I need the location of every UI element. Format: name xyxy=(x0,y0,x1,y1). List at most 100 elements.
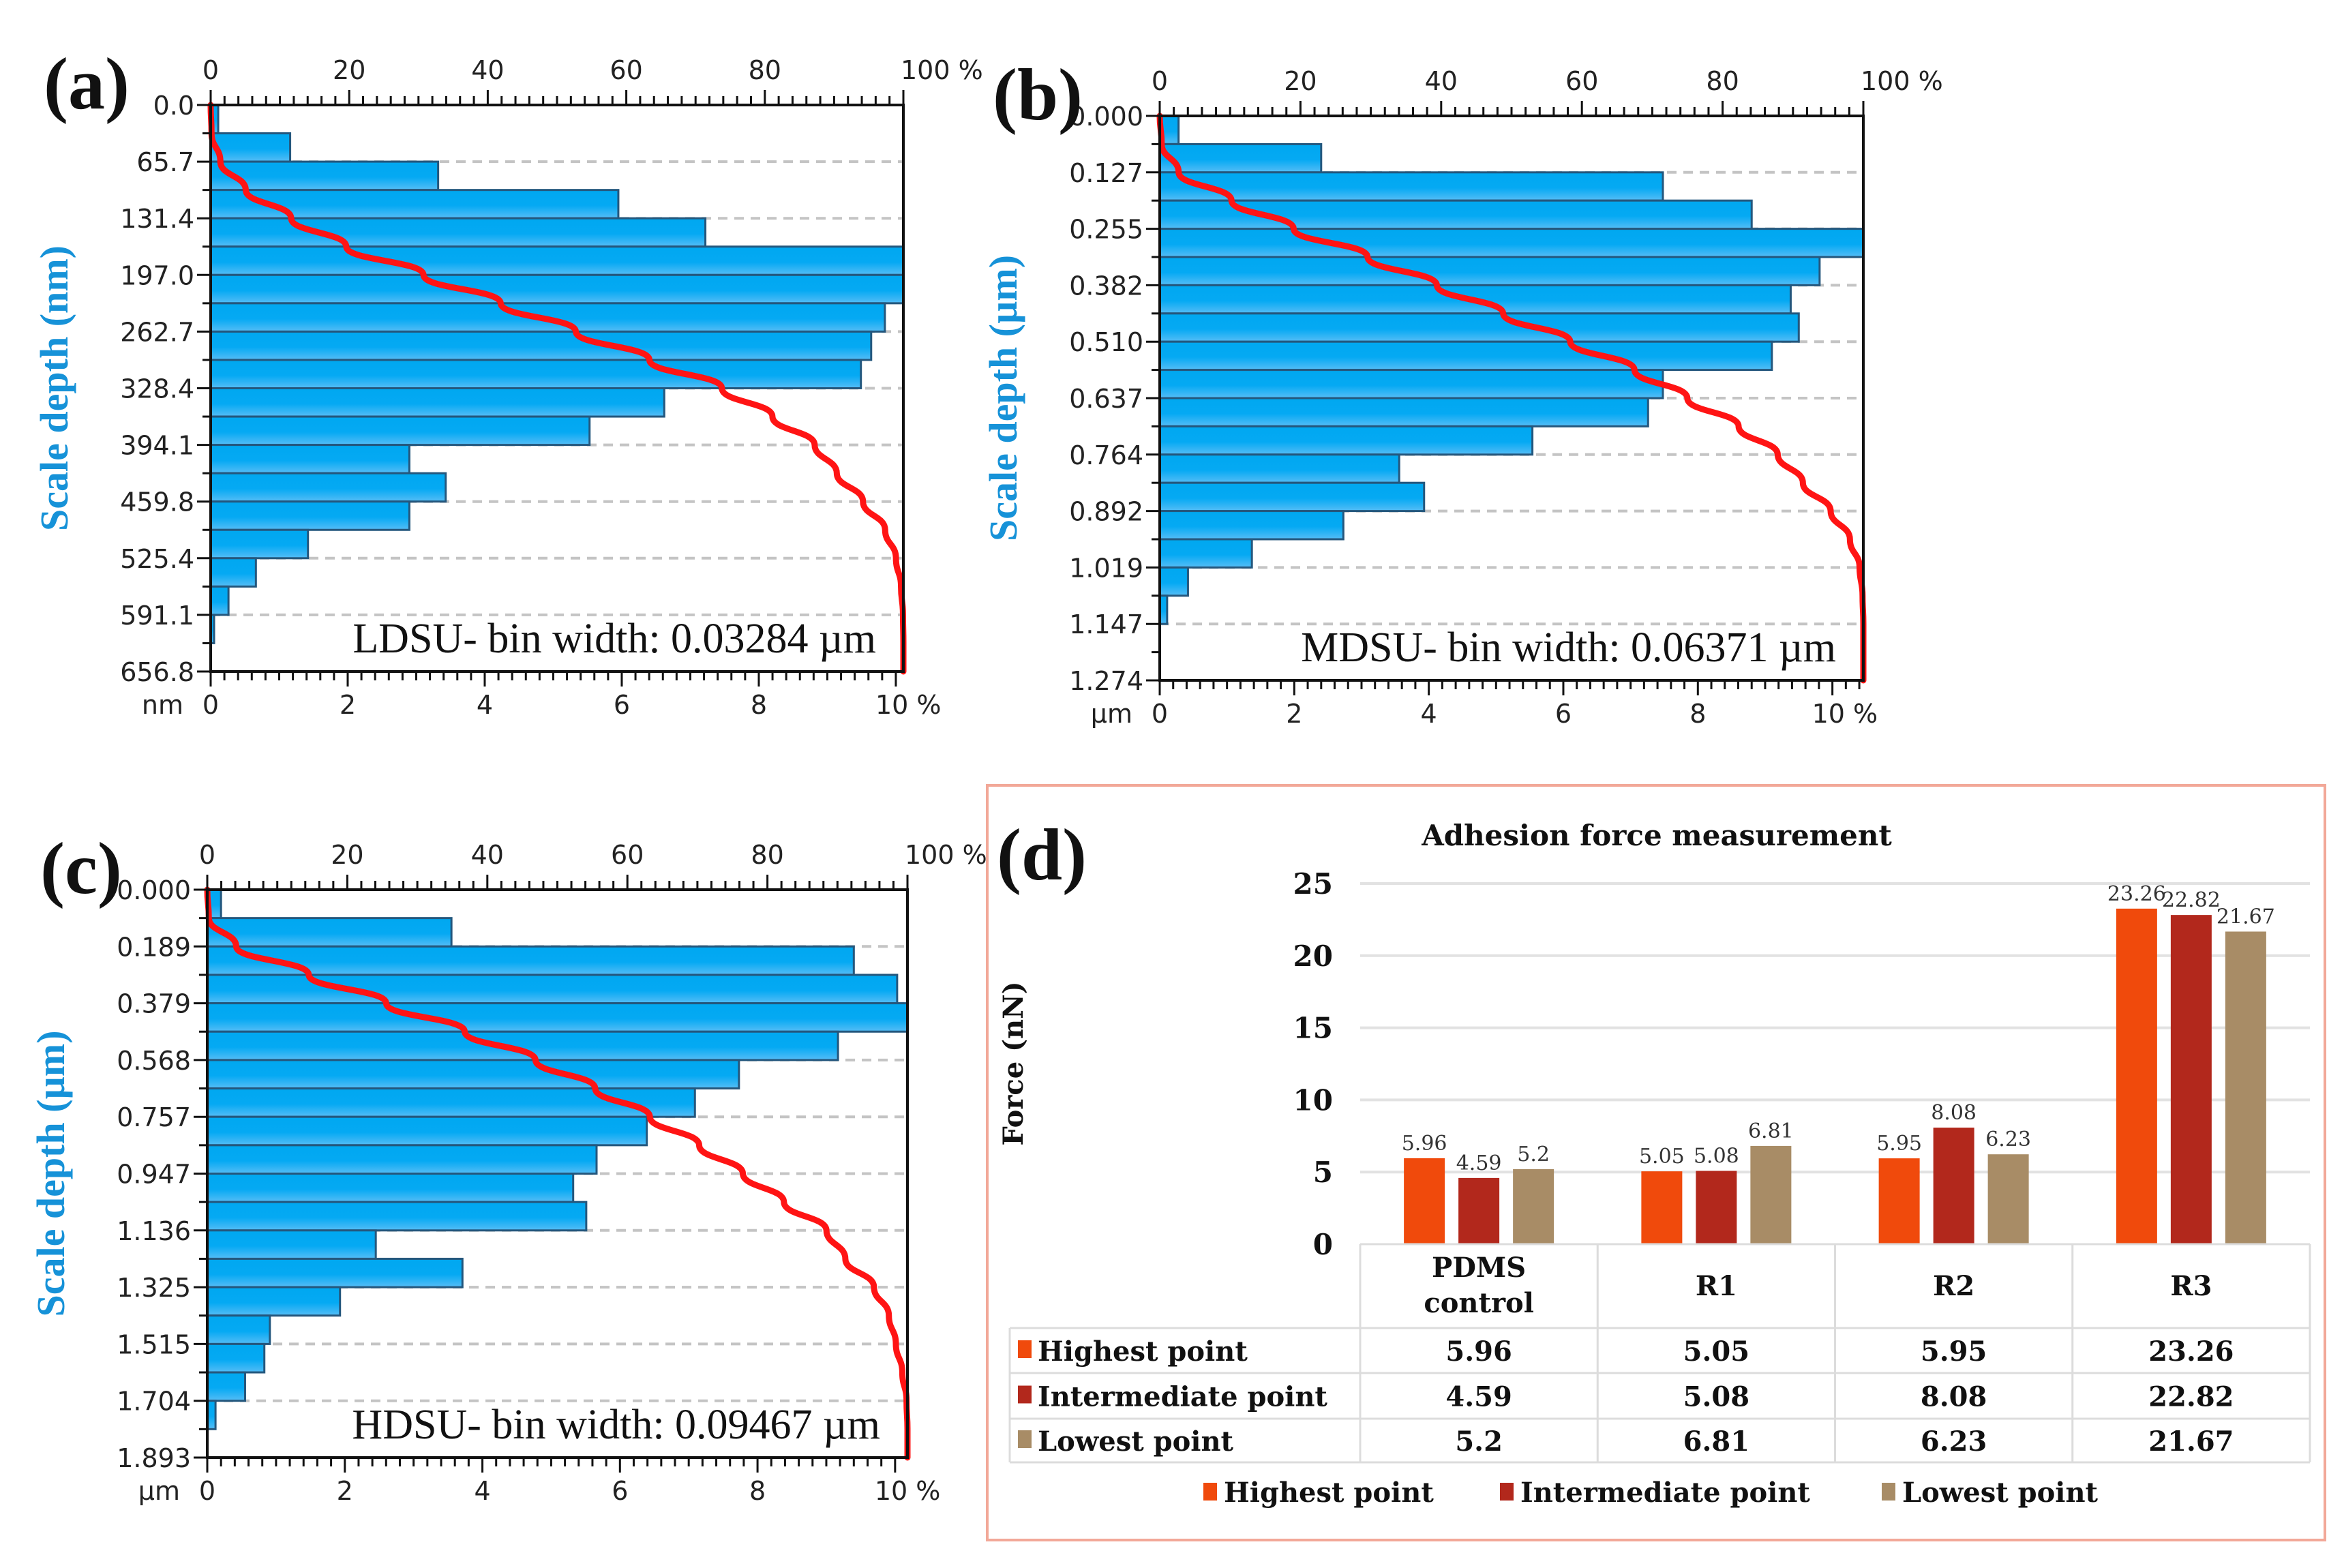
y-axis-label: 131.4 xyxy=(120,204,194,234)
table-cell: 8.08 xyxy=(1921,1381,1987,1413)
top-axis-label: 0 xyxy=(199,840,215,870)
y-axis-label: 656.8 xyxy=(120,657,194,687)
category-label: R2 xyxy=(1933,1270,1974,1302)
y-axis-label: 394.1 xyxy=(120,431,194,461)
histogram-bar xyxy=(209,245,905,276)
top-axis-label: 60 xyxy=(1565,66,1598,96)
data-label: 8.08 xyxy=(1931,1101,1977,1125)
top-axis-label: 0 xyxy=(1152,66,1168,96)
legend-label: Highest point xyxy=(1224,1477,1434,1509)
histogram-bar xyxy=(209,472,447,503)
y-axis-label: 5 xyxy=(1313,1156,1333,1189)
histogram-bar xyxy=(1158,199,1753,230)
histogram-bar xyxy=(206,1173,575,1203)
histogram-bar xyxy=(206,1002,909,1033)
legend-key xyxy=(1018,1385,1032,1404)
bottom-axis-label: 0 xyxy=(199,1476,215,1506)
legend-swatch xyxy=(1500,1483,1514,1501)
histogram-bar xyxy=(1158,312,1800,343)
y-axis-label: 0 xyxy=(1313,1228,1333,1261)
histogram-bar xyxy=(209,387,665,418)
histogram-bar xyxy=(209,359,862,390)
y-axis-label: 10 xyxy=(1293,1083,1333,1117)
data-label: 5.95 xyxy=(1876,1132,1922,1156)
bar-lowest-point xyxy=(1513,1169,1554,1244)
table-cell: 5.96 xyxy=(1445,1336,1512,1368)
bottom-axis-label: 2 xyxy=(340,690,356,720)
bottom-axis-label: 2 xyxy=(1286,699,1302,729)
histogram-bar xyxy=(206,1286,342,1317)
legend-swatch xyxy=(1203,1483,1217,1501)
panel-label: (c) xyxy=(40,828,122,909)
y-axis-label: 459.8 xyxy=(120,487,194,517)
top-axis-label: 60 xyxy=(611,840,644,870)
histogram-bar xyxy=(209,160,440,192)
bar-intermediate-point xyxy=(2170,915,2212,1244)
top-axis-label: 20 xyxy=(331,840,363,870)
cumulative-curve xyxy=(204,886,911,1461)
table-row-header: Intermediate point xyxy=(1038,1381,1327,1413)
bottom-axis-label: 6 xyxy=(1555,699,1572,729)
top-axis-label: 60 xyxy=(610,55,642,85)
histogram-bar xyxy=(209,189,620,220)
y-axis-label: 0.189 xyxy=(117,932,191,962)
y-axis-label: 0.382 xyxy=(1069,271,1143,301)
y-axis-label: 0.947 xyxy=(117,1160,191,1190)
histogram-bar xyxy=(1158,481,1426,513)
y-axis-label: 0.000 xyxy=(117,875,191,905)
histogram-bar xyxy=(1158,453,1400,484)
histogram-bar xyxy=(1158,566,1189,597)
bottom-axis-label: 6 xyxy=(612,1476,628,1506)
bottom-axis-label: 4 xyxy=(1421,699,1437,729)
panel-frame xyxy=(986,784,2326,1541)
bar-lowest-point xyxy=(1750,1145,1792,1244)
table-row-header: Lowest point xyxy=(1038,1426,1234,1458)
histogram-bar xyxy=(206,1059,740,1090)
histogram-bar xyxy=(209,330,873,361)
data-label: 5.2 xyxy=(1517,1143,1550,1166)
y-axis-title: Scale depth (nm) xyxy=(32,245,76,531)
bin-width-annotation: LDSU- bin width: 0.03284 µm xyxy=(352,616,876,662)
y-axis-label: 1.704 xyxy=(117,1387,191,1417)
y-axis-label: 525.4 xyxy=(120,544,194,574)
histogram-bar xyxy=(209,500,410,531)
table-cell: 5.08 xyxy=(1683,1381,1749,1413)
data-label: 21.67 xyxy=(2217,905,2275,929)
y-axis-label: 197.0 xyxy=(120,260,194,290)
y-axis-label: 1.019 xyxy=(1069,553,1143,583)
panel-d-adhesion-force-chart: (d) Adhesion force measurement 0 5 10 15 20 25 F… xyxy=(986,784,2326,1541)
histogram-bar xyxy=(1158,538,1253,569)
y-axis-label: 1.274 xyxy=(1069,666,1143,696)
y-axis-label: 0.637 xyxy=(1069,384,1143,414)
histogram-bar xyxy=(209,273,905,305)
category-label: R1 xyxy=(1696,1270,1737,1302)
bottom-axis-label: 4 xyxy=(477,690,493,720)
y-axis-label: 0.127 xyxy=(1069,158,1143,188)
legend-label: Intermediate point xyxy=(1520,1477,1810,1509)
y-axis-label: 1.515 xyxy=(117,1329,191,1359)
y-axis-label: 0.379 xyxy=(117,989,191,1019)
data-label: 6.81 xyxy=(1748,1119,1794,1143)
y-axis-label: 1.147 xyxy=(1069,609,1143,639)
y-axis-title: Scale depth (µm) xyxy=(981,255,1025,541)
bottom-axis-label: 4 xyxy=(474,1476,490,1506)
table-row-header: Highest point xyxy=(1038,1336,1248,1368)
histogram-bar xyxy=(1158,340,1773,372)
top-axis-label: 0 xyxy=(202,55,219,85)
bottom-axis-unit: nm xyxy=(142,690,183,720)
histogram-bar xyxy=(1158,425,1534,456)
histogram-bar xyxy=(1158,256,1821,286)
y-axis-label: 25 xyxy=(1293,867,1333,901)
bottom-axis-label: 0 xyxy=(1152,699,1168,729)
bottom-axis-label: 8 xyxy=(1689,699,1706,729)
y-axis-label: 0.764 xyxy=(1069,440,1143,470)
data-label: 6.23 xyxy=(1985,1128,2031,1151)
bar-intermediate-point xyxy=(1458,1177,1500,1244)
panel-label: (a) xyxy=(44,44,130,125)
histogram-bar xyxy=(206,1257,464,1288)
bottom-axis-unit: µm xyxy=(138,1476,180,1506)
bin-width-annotation: MDSU- bin width: 0.06371 µm xyxy=(1301,624,1836,671)
bottom-axis-label: 8 xyxy=(749,1476,766,1506)
top-axis-label: 100 % xyxy=(905,840,987,870)
bar-lowest-point xyxy=(2225,931,2266,1244)
